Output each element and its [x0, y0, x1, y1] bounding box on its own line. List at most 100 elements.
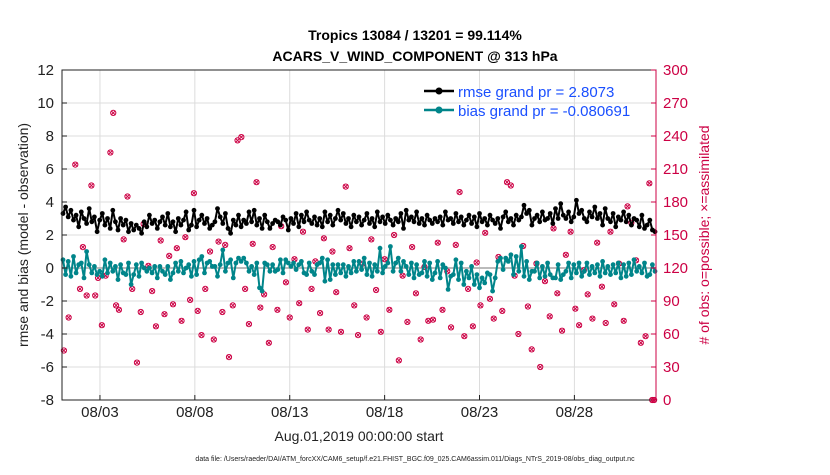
- rmse-point: [199, 212, 205, 218]
- obs-possible-marker: [198, 332, 205, 339]
- rmse-point: [390, 222, 396, 228]
- bias-point: [270, 262, 275, 268]
- obs-possible-marker: [409, 244, 416, 251]
- rmse-point: [244, 221, 249, 226]
- obs-assimilated-marker: [195, 308, 201, 314]
- bias-point: [356, 259, 362, 264]
- obs-assimilated-marker: [198, 332, 205, 338]
- bias-point: [81, 275, 87, 281]
- obs-assimilated-marker: [638, 340, 644, 346]
- obs-possible-marker: [499, 307, 506, 314]
- rmse-point: [492, 221, 498, 226]
- rmse-point: [301, 219, 307, 225]
- bias-point: [288, 264, 294, 269]
- bias-point: [532, 268, 537, 274]
- obs-assimilated-marker: [124, 193, 131, 200]
- obs-possible-marker: [242, 285, 249, 292]
- bias-point: [202, 270, 207, 276]
- rmse-point: [141, 219, 147, 225]
- right-tick-label: 30: [663, 359, 680, 376]
- rmse-point: [382, 221, 388, 226]
- obs-possible-marker: [149, 288, 156, 295]
- rmse-point: [377, 219, 383, 225]
- obs-possible-marker: [112, 302, 120, 309]
- obs-possible-marker: [429, 316, 437, 323]
- bias-point: [422, 259, 427, 264]
- obs-assimilated-marker: [404, 319, 410, 325]
- bias-point: [610, 262, 616, 268]
- obs-possible-marker: [194, 307, 201, 314]
- rmse-point: [113, 219, 118, 225]
- bias-point: [652, 268, 658, 274]
- bias-point: [84, 249, 89, 254]
- obs-possible-marker: [546, 313, 553, 320]
- obs-possible-marker: [528, 346, 535, 353]
- bias-point: [249, 264, 255, 269]
- rmse-point: [597, 211, 603, 216]
- bias-point: [427, 260, 433, 266]
- obs-possible-marker: [161, 311, 168, 318]
- obs-assimilated-marker: [457, 189, 463, 195]
- obs-assimilated-marker: [537, 364, 543, 370]
- bias-point: [516, 268, 522, 274]
- obs-possible-marker: [363, 314, 370, 321]
- rmse-point: [571, 214, 577, 220]
- obs-assimilated-marker: [321, 235, 327, 241]
- rmse-point: [610, 211, 616, 216]
- rmse-point: [288, 216, 294, 221]
- bias-point: [385, 260, 391, 266]
- x-tick-label: 08/18: [366, 404, 404, 421]
- rmse-point: [65, 214, 71, 220]
- rmse-point: [629, 222, 634, 228]
- obs-assimilated-marker: [253, 179, 260, 185]
- rmse-point: [319, 224, 325, 230]
- legend: rmse grand pr = 2.8073 bias grand pr = -…: [424, 84, 630, 120]
- obs-possible-marker: [576, 322, 583, 329]
- rmse-point: [338, 217, 344, 223]
- bias-point: [78, 260, 84, 266]
- bias-point: [194, 272, 200, 277]
- bias-point: [424, 273, 430, 279]
- obs-possible-marker: [611, 301, 618, 308]
- rmse-point: [189, 222, 194, 228]
- obs-assimilated-marker: [624, 203, 631, 209]
- rmse-point: [73, 212, 79, 218]
- obs-possible-marker: [325, 326, 332, 333]
- bias-point: [346, 264, 351, 269]
- rmse-point: [474, 224, 480, 230]
- obs-possible-marker: [72, 161, 79, 168]
- rmse-point: [126, 229, 131, 235]
- rmse-point: [102, 222, 108, 228]
- obs-assimilated-marker: [611, 301, 617, 307]
- y-axis-label-right: # of obs: o=possible; ×=assimilated: [696, 125, 712, 344]
- obs-assimilated-marker: [559, 328, 565, 334]
- rmse-point: [212, 219, 218, 225]
- rmse-point: [490, 217, 495, 223]
- obs-possible-marker: [558, 327, 566, 334]
- rmse-point: [505, 219, 511, 225]
- rmse-point: [84, 221, 89, 226]
- obs-possible-marker: [222, 241, 229, 248]
- obs-possible-marker: [320, 235, 327, 242]
- obs-assimilated-marker: [550, 225, 557, 231]
- obs-possible-marker: [333, 289, 340, 296]
- bias-point: [487, 272, 493, 277]
- rmse-point: [144, 224, 150, 230]
- obs-possible-marker: [465, 285, 472, 292]
- rmse-point: [92, 214, 97, 220]
- rmse-point: [385, 212, 391, 218]
- bias-point: [86, 262, 92, 268]
- obs-assimilated-marker: [222, 242, 228, 248]
- obs-possible-marker: [98, 322, 105, 329]
- bias-point: [94, 272, 100, 277]
- rmse-point: [356, 214, 362, 220]
- obs-assimilated-marker: [585, 291, 591, 297]
- rmse-point: [500, 214, 506, 220]
- rmse-point: [403, 207, 409, 213]
- bias-point: [458, 260, 464, 266]
- rmse-point: [183, 209, 189, 215]
- rmse-point: [374, 209, 380, 215]
- rmse-point: [351, 212, 357, 218]
- bias-point: [587, 272, 592, 277]
- obs-possible-marker: [88, 182, 95, 189]
